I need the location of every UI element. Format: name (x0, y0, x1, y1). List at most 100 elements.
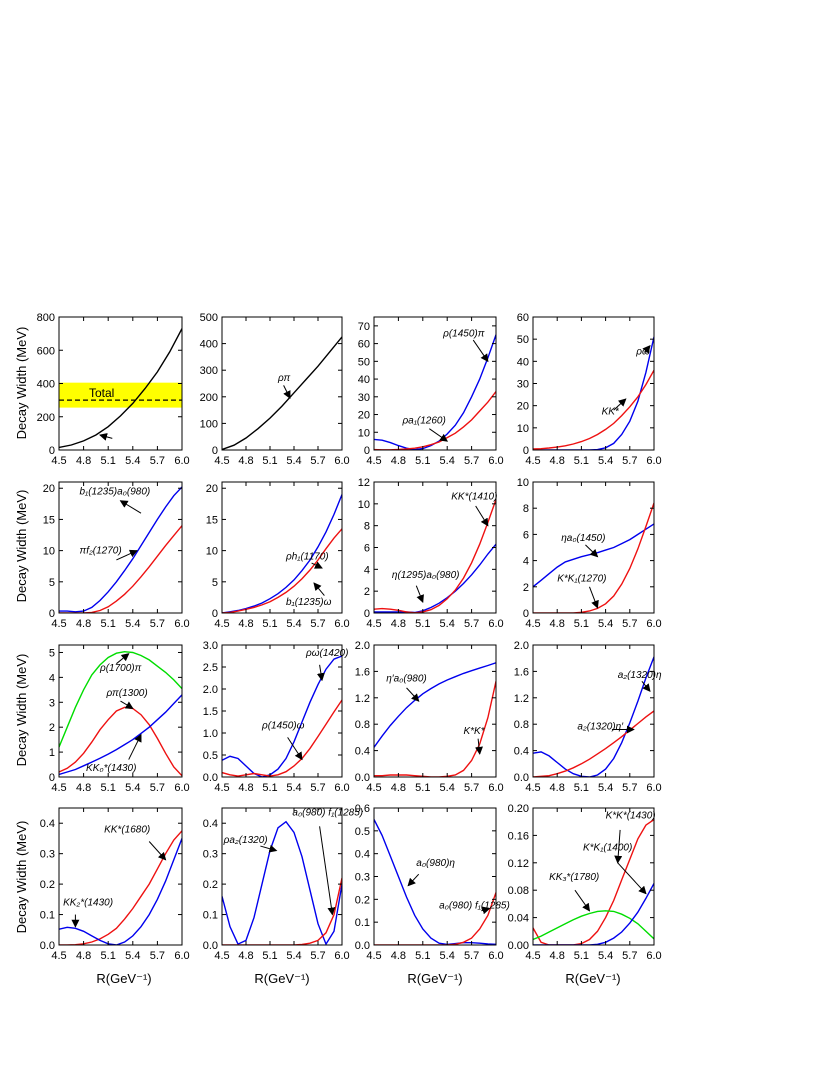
y-axis-title-row-1: Decay Width (MeV) (14, 327, 29, 440)
x-tick-label: 5.4 (286, 618, 301, 630)
y-tick-label: 0.0 (355, 940, 370, 952)
annotation-arrow (589, 586, 599, 609)
series-line-red (374, 499, 496, 613)
y-tick-label: 30 (358, 392, 370, 404)
annotation-arrow (120, 700, 134, 710)
y-tick-label: 0 (364, 445, 370, 457)
x-tick-label: 4.5 (214, 950, 229, 962)
x-tick-label: 5.1 (262, 455, 277, 467)
curve-label: η(1295)a₀(980) (392, 570, 460, 581)
y-tick-label: 2.0 (514, 640, 529, 652)
x-tick-label: 5.1 (415, 950, 430, 962)
x-tick-label: 4.8 (238, 455, 253, 467)
panel-14: 4.5 4.8 5.1 5.4 5.7 6.0 0.0 0.1 0.2 0.3 0.4 ρa₂(132… (203, 807, 363, 962)
plot-frame (532, 481, 655, 614)
curve-label: ρω (635, 347, 650, 358)
x-tick-label: 5.1 (101, 950, 116, 962)
series-line-red (59, 706, 182, 777)
y-tick-label: 10 (358, 427, 370, 439)
x-tick-label: 6.0 (334, 618, 349, 630)
x-tick-label: 5.7 (622, 618, 637, 630)
annotation-arrow (472, 339, 489, 363)
series-line-blue (59, 486, 182, 613)
y-tick-label: 0.0 (40, 940, 55, 952)
series-group (59, 650, 182, 777)
x-tick-label: 5.7 (622, 455, 637, 467)
y-axis-title-row-2: Decay Width (MeV) (14, 490, 29, 603)
series-group (222, 494, 342, 613)
annotation-arrow (406, 687, 420, 702)
x-tick-label: 4.5 (366, 950, 381, 962)
y-tick-label: 0.3 (355, 872, 370, 884)
y-tick-label: 0 (49, 445, 55, 457)
y-tick-label: 0.2 (203, 879, 218, 891)
annotation-arrow (313, 582, 325, 596)
y-tick-label: 0.1 (203, 910, 218, 922)
plot-frame (221, 316, 343, 451)
y-tick-label: 2.0 (203, 684, 218, 696)
curve-label: KK₃*(1780) (549, 872, 599, 883)
annotation-arrow (481, 906, 491, 915)
x-axis-title-col-1: R(GeV⁻¹) (96, 971, 151, 986)
panel-8: 4.5 4.8 5.1 5.4 5.7 6.0 0 2 4 6 8 10 ηa₀(1450) K*K₁(1… (517, 477, 662, 630)
x-tick-label: 6.0 (646, 618, 661, 630)
annotation-arrow (283, 385, 291, 400)
curve-label: K*K*(1430) (606, 810, 656, 821)
x-tick-label: 4.8 (76, 782, 91, 794)
series-group (222, 820, 342, 945)
y-tick-label: 60 (517, 312, 529, 324)
series-line-black (59, 328, 182, 449)
x-tick-label: 5.7 (622, 782, 637, 794)
y-tick-label: 3.0 (203, 640, 218, 652)
y-tick-label: 1.2 (355, 693, 370, 705)
annotation-arrow (574, 889, 591, 912)
y-tick-label: 10 (206, 546, 218, 558)
y-tick-label: 0 (212, 608, 218, 620)
y-tick-label: 40 (517, 356, 529, 368)
x-axis-title-col-4: R(GeV⁻¹) (565, 971, 620, 986)
y-tick-label: 2 (49, 722, 55, 734)
y-tick-label: 5 (212, 577, 218, 589)
y-tick-label: 0.12 (508, 858, 529, 870)
x-tick-label: 5.1 (262, 618, 277, 630)
plot-frame (221, 807, 343, 946)
x-tick-label: 4.5 (51, 618, 66, 630)
x-tick-label: 6.0 (174, 455, 189, 467)
panel-10: 4.5 4.8 5.1 5.4 5.7 6.0 0.0 0.5 1.0 1.5 2.0 2.5 3.0 ρ… (203, 640, 350, 794)
y-tick-label: 0.0 (514, 772, 529, 784)
series-group (222, 655, 342, 777)
x-tick-label: 5.1 (262, 950, 277, 962)
x-tick-label: 4.8 (550, 950, 565, 962)
panel-2: 4.5 4.8 5.1 5.4 5.7 6.0 0 100 200 300 400 500 ρπ (200, 312, 350, 467)
series-group (59, 830, 182, 945)
x-tick-label: 4.5 (214, 455, 229, 467)
y-tick-label: 4 (523, 556, 529, 568)
series-line-red (533, 369, 654, 450)
y-tick-label: 2.5 (203, 662, 218, 674)
curve-label: KK₂*(1430) (63, 897, 113, 908)
x-tick-label: 4.8 (238, 950, 253, 962)
x-tick-label: 5.1 (415, 455, 430, 467)
x-tick-label: 4.8 (550, 455, 565, 467)
y-tick-label: 10 (517, 477, 529, 489)
x-tick-label: 4.8 (391, 455, 406, 467)
x-tick-label: 5.1 (415, 618, 430, 630)
panel-4: 4.5 4.8 5.1 5.4 5.7 6.0 0 10 20 30 40 50 60 ρω KK* (517, 312, 662, 467)
x-tick-label: 5.1 (415, 782, 430, 794)
series-line-red (374, 892, 496, 945)
y-tick-label: 50 (517, 334, 529, 346)
series-line-red (59, 830, 182, 945)
x-tick-label: 4.5 (366, 782, 381, 794)
x-tick-label: 6.0 (646, 782, 661, 794)
x-tick-label: 5.7 (150, 618, 165, 630)
annotation-arrow (429, 428, 449, 442)
x-tick-label: 6.0 (646, 950, 661, 962)
x-tick-label: 6.0 (174, 782, 189, 794)
curve-label: ρa₂(1320) (223, 835, 268, 846)
x-tick-label: 5.4 (286, 455, 301, 467)
y-tick-label: 0.08 (508, 885, 529, 897)
annotation-arrow (260, 844, 278, 853)
y-tick-label: 1.0 (203, 728, 218, 740)
y-tick-label: 15 (206, 514, 218, 526)
curve-label: πf₂(1270) (80, 546, 122, 557)
